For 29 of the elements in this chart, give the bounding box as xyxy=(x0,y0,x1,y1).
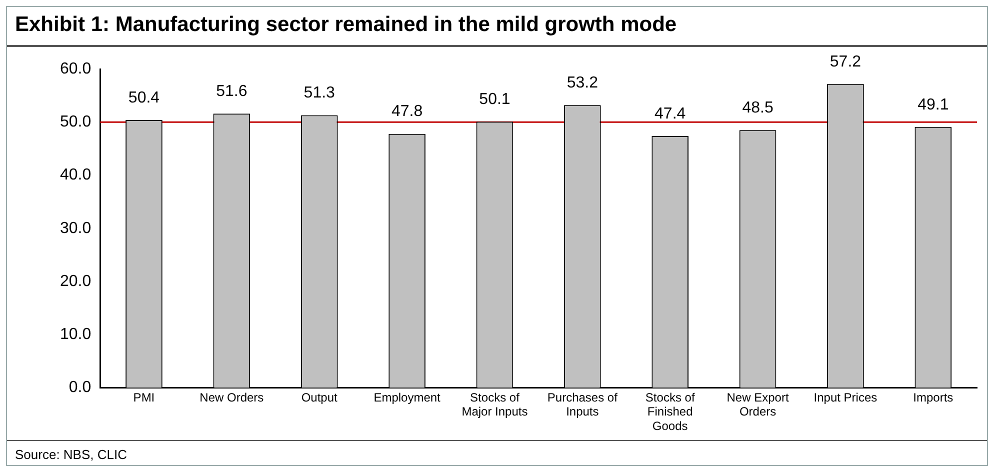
data-label: 57.2 xyxy=(830,53,862,70)
x-tick-label: Purchases of Inputs xyxy=(547,390,618,419)
y-tick-label: 0.0 xyxy=(68,379,92,396)
data-label: 47.8 xyxy=(391,103,423,120)
data-label: 51.3 xyxy=(304,84,336,102)
chart-title: Exhibit 1: Manufacturing sector remained in the mild growth mode xyxy=(15,13,677,37)
y-tick-label: 10.0 xyxy=(60,326,92,344)
y-tick-label: 50.0 xyxy=(60,114,92,131)
x-tick-label: Stocks of Finished Goods xyxy=(645,390,696,434)
data-label: 51.6 xyxy=(216,83,248,100)
y-tick-label: 40.0 xyxy=(60,166,92,184)
x-tick-label: New Orders xyxy=(200,390,264,404)
y-tick-label: 20.0 xyxy=(60,272,92,290)
data-label: 48.5 xyxy=(742,100,774,117)
x-tick-label: Stocks of Major Inputs xyxy=(462,390,528,419)
source-note: Source: NBS, CLIC xyxy=(15,447,127,462)
x-tick-label: Input Prices xyxy=(814,390,878,404)
y-tick-label: 30.0 xyxy=(60,220,92,237)
x-tick-label: New Export Orders xyxy=(726,390,790,419)
data-label: 50.1 xyxy=(479,91,510,108)
x-tick-label: PMI xyxy=(133,390,155,404)
x-tick-label: Output xyxy=(301,390,338,404)
x-tick-label: Employment xyxy=(374,390,442,404)
y-tick-label: 60.0 xyxy=(60,60,92,78)
data-label: 49.1 xyxy=(918,96,949,114)
data-label: 50.4 xyxy=(128,89,160,106)
x-tick-label: Imports xyxy=(913,390,954,404)
data-label: 53.2 xyxy=(566,74,598,92)
data-label: 47.4 xyxy=(654,105,686,122)
